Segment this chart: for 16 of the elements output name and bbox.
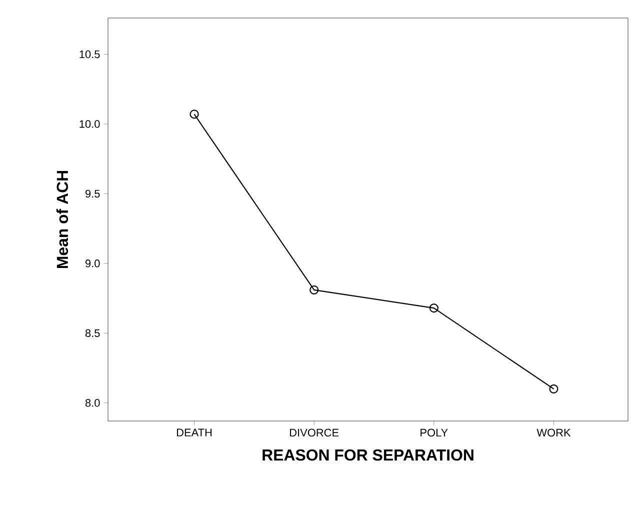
y-tick-label: 9.0 [86, 260, 100, 268]
y-tick-label: 8.5 [85, 329, 100, 338]
y-axis-title: Mean of ACH [56, 170, 68, 268]
x-tick-label: WORK [536, 428, 571, 437]
point [549, 384, 558, 394]
y-tick-label: 9.5 [86, 190, 100, 198]
x-tick-label: DEATH [177, 428, 212, 436]
point [429, 303, 438, 313]
y-tick-label: 10.0 [80, 120, 100, 128]
point [310, 285, 319, 294]
y-tick-label: 10.5 [80, 50, 100, 58]
x-tick-label: POLY [420, 428, 448, 437]
y-tick-label: 8.0 [85, 399, 100, 407]
x-tick-label: DIVORCE [290, 428, 339, 437]
x-axis-title: REASON FOR SEPARATION [262, 449, 474, 461]
point [190, 110, 199, 119]
